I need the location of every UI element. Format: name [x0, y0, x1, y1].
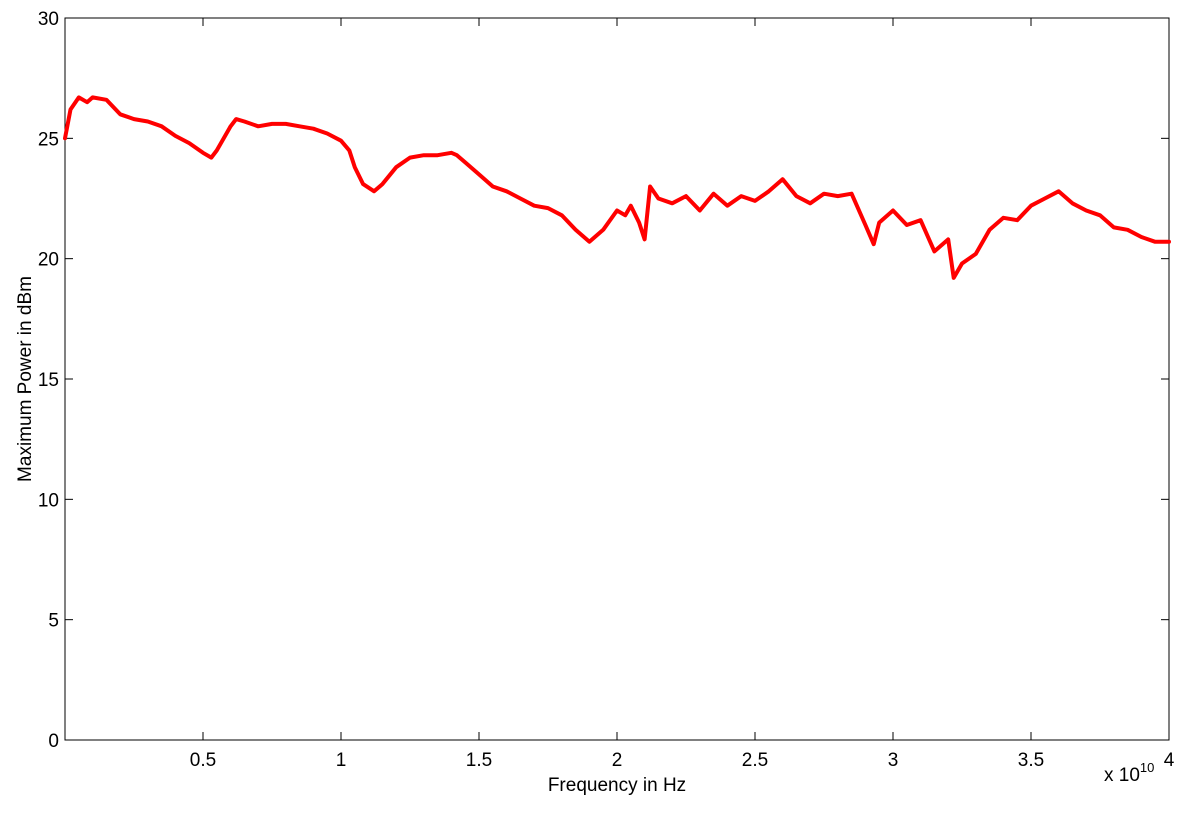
x-tick-label: 2.5: [742, 750, 768, 771]
x-axis-multiplier-base: x 10: [1104, 765, 1140, 786]
y-tick-label: 5: [48, 611, 59, 632]
y-tick-label: 0: [48, 731, 59, 752]
x-axis-multiplier-exponent: 10: [1140, 760, 1154, 775]
x-tick-label: 3: [888, 750, 899, 771]
x-tick-label: 1.5: [466, 750, 492, 771]
tick-labels: 0.5 1 1.5 2 2.5 3 3.5 4 0 5 10 15 20 25 30: [38, 9, 1175, 771]
axes: [64, 17, 1170, 741]
x-tick-label: 2: [612, 750, 623, 771]
x-tick-label: 1: [336, 750, 347, 771]
y-tick-label: 15: [38, 370, 59, 391]
series-layer: [63, 95, 1171, 280]
series-line: [63, 95, 1171, 280]
x-tick-label: 3.5: [1018, 750, 1044, 771]
x-axis-multiplier: x 1010: [1104, 760, 1154, 786]
y-tick-label: 20: [38, 250, 59, 271]
x-tick-label: 4: [1164, 750, 1175, 771]
x-tick-label: 0.5: [190, 750, 216, 771]
x-axis-label: Frequency in Hz: [548, 775, 686, 796]
y-tick-label: 30: [38, 9, 59, 30]
y-axis-label: Maximum Power in dBm: [15, 276, 36, 482]
y-tick-label: 25: [38, 129, 59, 150]
y-tick-label: 10: [38, 490, 59, 511]
plot-frame: [64, 17, 1170, 741]
